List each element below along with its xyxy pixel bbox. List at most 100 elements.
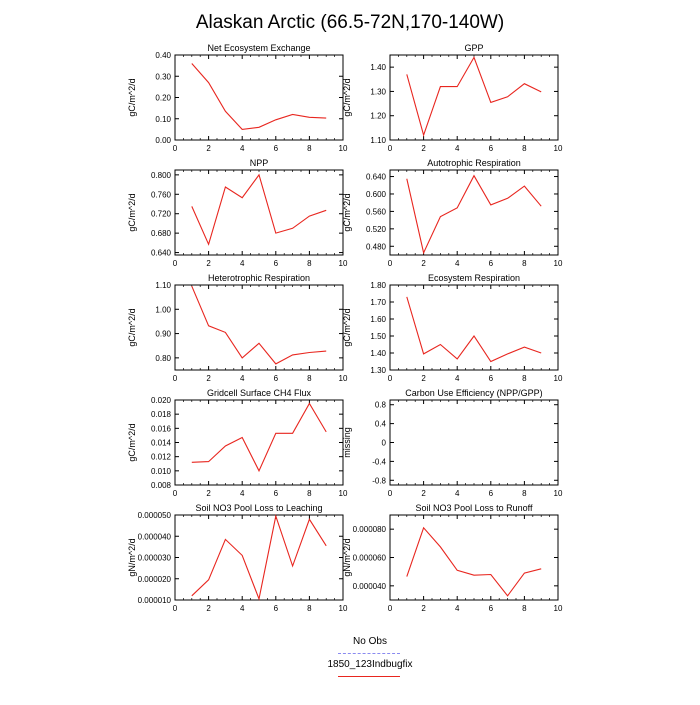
y-tick-label: 1.50 bbox=[370, 332, 386, 341]
y-tick-label: 0.640 bbox=[151, 249, 172, 258]
plot-frame bbox=[389, 54, 559, 141]
x-tick-label: 0 bbox=[173, 604, 178, 613]
y-tick-label: 0.012 bbox=[151, 453, 172, 462]
x-tick-label: 2 bbox=[421, 144, 426, 153]
y-tick-label: 0.680 bbox=[151, 229, 172, 238]
plot-frame bbox=[174, 284, 344, 371]
panel-2: GPP gC/m^2/d 0 2 4 6 8 10 1.10 1.20 1.30 1.40 bbox=[342, 43, 563, 153]
x-tick-label: 2 bbox=[421, 604, 426, 613]
y-axis-label: gC/m^2/d bbox=[127, 78, 137, 116]
x-tick-label: 8 bbox=[522, 259, 527, 268]
x-tick-label: 10 bbox=[554, 604, 563, 613]
x-tick-label: 0 bbox=[388, 144, 393, 153]
x-tick-label: 4 bbox=[455, 144, 460, 153]
panel-1: Net Ecosystem Exchange gC/m^2/d 0 2 4 6 8 10 0.0… bbox=[127, 43, 348, 153]
x-tick-label: 2 bbox=[421, 374, 426, 383]
series-line bbox=[191, 402, 327, 473]
y-axis-label: gC/m^2/d bbox=[342, 193, 352, 231]
x-tick-label: 8 bbox=[522, 144, 527, 153]
panel-10: Soil NO3 Pool Loss to Runoff gN/m^2/d 0 2 4 6… bbox=[342, 503, 563, 613]
x-tick-label: 6 bbox=[274, 259, 279, 268]
y-tick-label: 1.60 bbox=[370, 315, 386, 324]
x-tick-label: 4 bbox=[455, 489, 460, 498]
x-tick-label: 6 bbox=[489, 604, 494, 613]
x-tick-label: 10 bbox=[339, 374, 348, 383]
x-tick-label: 8 bbox=[522, 374, 527, 383]
x-tick-label: 2 bbox=[206, 144, 211, 153]
x-tick-label: 2 bbox=[206, 259, 211, 268]
plot-frame bbox=[389, 284, 559, 371]
y-tick-label: 0.000080 bbox=[353, 525, 387, 534]
panel-3: NPP gC/m^2/d 0 2 4 6 8 10 0.640 0.680 0.720 0.760 0.… bbox=[127, 158, 348, 268]
panel-title: Ecosystem Respiration bbox=[428, 273, 520, 283]
y-tick-label: 0.000020 bbox=[138, 575, 172, 584]
series-line bbox=[406, 296, 542, 363]
panel-title: Autotrophic Respiration bbox=[427, 158, 521, 168]
series-line bbox=[406, 526, 542, 597]
series-line bbox=[191, 173, 327, 246]
series-line bbox=[191, 285, 327, 365]
x-tick-label: 10 bbox=[554, 374, 563, 383]
y-tick-label: 0.000030 bbox=[138, 554, 172, 563]
x-tick-label: 6 bbox=[274, 489, 279, 498]
y-tick-label: 0.016 bbox=[151, 424, 172, 433]
panel-9: Soil NO3 Pool Loss to Leaching gN/m^2/d 0 2… bbox=[127, 503, 348, 613]
plot-frame bbox=[389, 169, 559, 256]
y-tick-label: 0.000040 bbox=[353, 582, 387, 591]
x-tick-label: 10 bbox=[339, 604, 348, 613]
panel-title: Soil NO3 Pool Loss to Runoff bbox=[416, 503, 533, 513]
y-tick-label: -0.4 bbox=[372, 457, 386, 466]
x-tick-label: 4 bbox=[240, 374, 245, 383]
series-line bbox=[191, 513, 327, 601]
x-tick-label: 10 bbox=[554, 144, 563, 153]
x-tick-label: 6 bbox=[489, 259, 494, 268]
y-axis-label: gC/m^2/d bbox=[127, 193, 137, 231]
y-tick-label: 0.560 bbox=[366, 207, 387, 216]
x-tick-label: 0 bbox=[388, 259, 393, 268]
y-axis-label: gC/m^2/d bbox=[127, 423, 137, 461]
x-tick-label: 0 bbox=[388, 489, 393, 498]
y-tick-label: 0.000060 bbox=[353, 554, 387, 563]
y-tick-label: 1.80 bbox=[370, 281, 386, 290]
x-tick-label: 0 bbox=[173, 489, 178, 498]
y-axis-label: gC/m^2/d bbox=[342, 308, 352, 346]
x-tick-label: 8 bbox=[307, 259, 312, 268]
y-tick-label: 0.20 bbox=[155, 94, 171, 103]
x-tick-label: 4 bbox=[240, 144, 245, 153]
legend-model-swatch bbox=[338, 676, 400, 677]
x-tick-label: 8 bbox=[307, 604, 312, 613]
y-tick-label: 0.000050 bbox=[138, 511, 172, 520]
x-tick-label: 0 bbox=[388, 604, 393, 613]
panel-8: Carbon Use Efficiency (NPP/GPP) missing 0 2… bbox=[342, 388, 563, 498]
series-line bbox=[406, 174, 542, 255]
y-tick-label: 1.20 bbox=[370, 112, 386, 121]
x-tick-label: 2 bbox=[206, 374, 211, 383]
x-tick-label: 4 bbox=[455, 604, 460, 613]
legend-obs-swatch bbox=[338, 653, 400, 654]
y-tick-label: 1.10 bbox=[370, 136, 386, 145]
x-tick-label: 2 bbox=[206, 489, 211, 498]
y-tick-label: 0.018 bbox=[151, 410, 172, 419]
x-tick-label: 10 bbox=[339, 489, 348, 498]
y-tick-label: 0.640 bbox=[366, 173, 387, 182]
legend: No Obs 1850_123Indbugfix bbox=[300, 632, 440, 682]
x-tick-label: 8 bbox=[522, 489, 527, 498]
x-tick-label: 8 bbox=[307, 144, 312, 153]
x-tick-label: 10 bbox=[554, 259, 563, 268]
panel-4: Autotrophic Respiration gC/m^2/d 0 2 4 6 8 10 0.… bbox=[342, 158, 563, 268]
y-tick-label: 0.760 bbox=[151, 190, 172, 199]
panel-7: Gridcell Surface CH4 Flux gC/m^2/d 0 2 4 6 8 10… bbox=[127, 388, 348, 498]
y-axis-label: gN/m^2/d bbox=[127, 538, 137, 576]
y-tick-label: 0.000040 bbox=[138, 532, 172, 541]
series-line bbox=[191, 63, 327, 130]
y-tick-label: 0.90 bbox=[155, 330, 171, 339]
y-tick-label: 0.00 bbox=[155, 136, 171, 145]
y-tick-label: 0.8 bbox=[375, 401, 387, 410]
y-tick-label: 1.30 bbox=[370, 366, 386, 375]
figure-title: Alaskan Arctic (66.5-72N,170-140W) bbox=[196, 12, 504, 33]
x-tick-label: 10 bbox=[339, 259, 348, 268]
panel-title: Carbon Use Efficiency (NPP/GPP) bbox=[405, 388, 542, 398]
panel-title: Soil NO3 Pool Loss to Leaching bbox=[195, 503, 322, 513]
x-tick-label: 6 bbox=[489, 144, 494, 153]
